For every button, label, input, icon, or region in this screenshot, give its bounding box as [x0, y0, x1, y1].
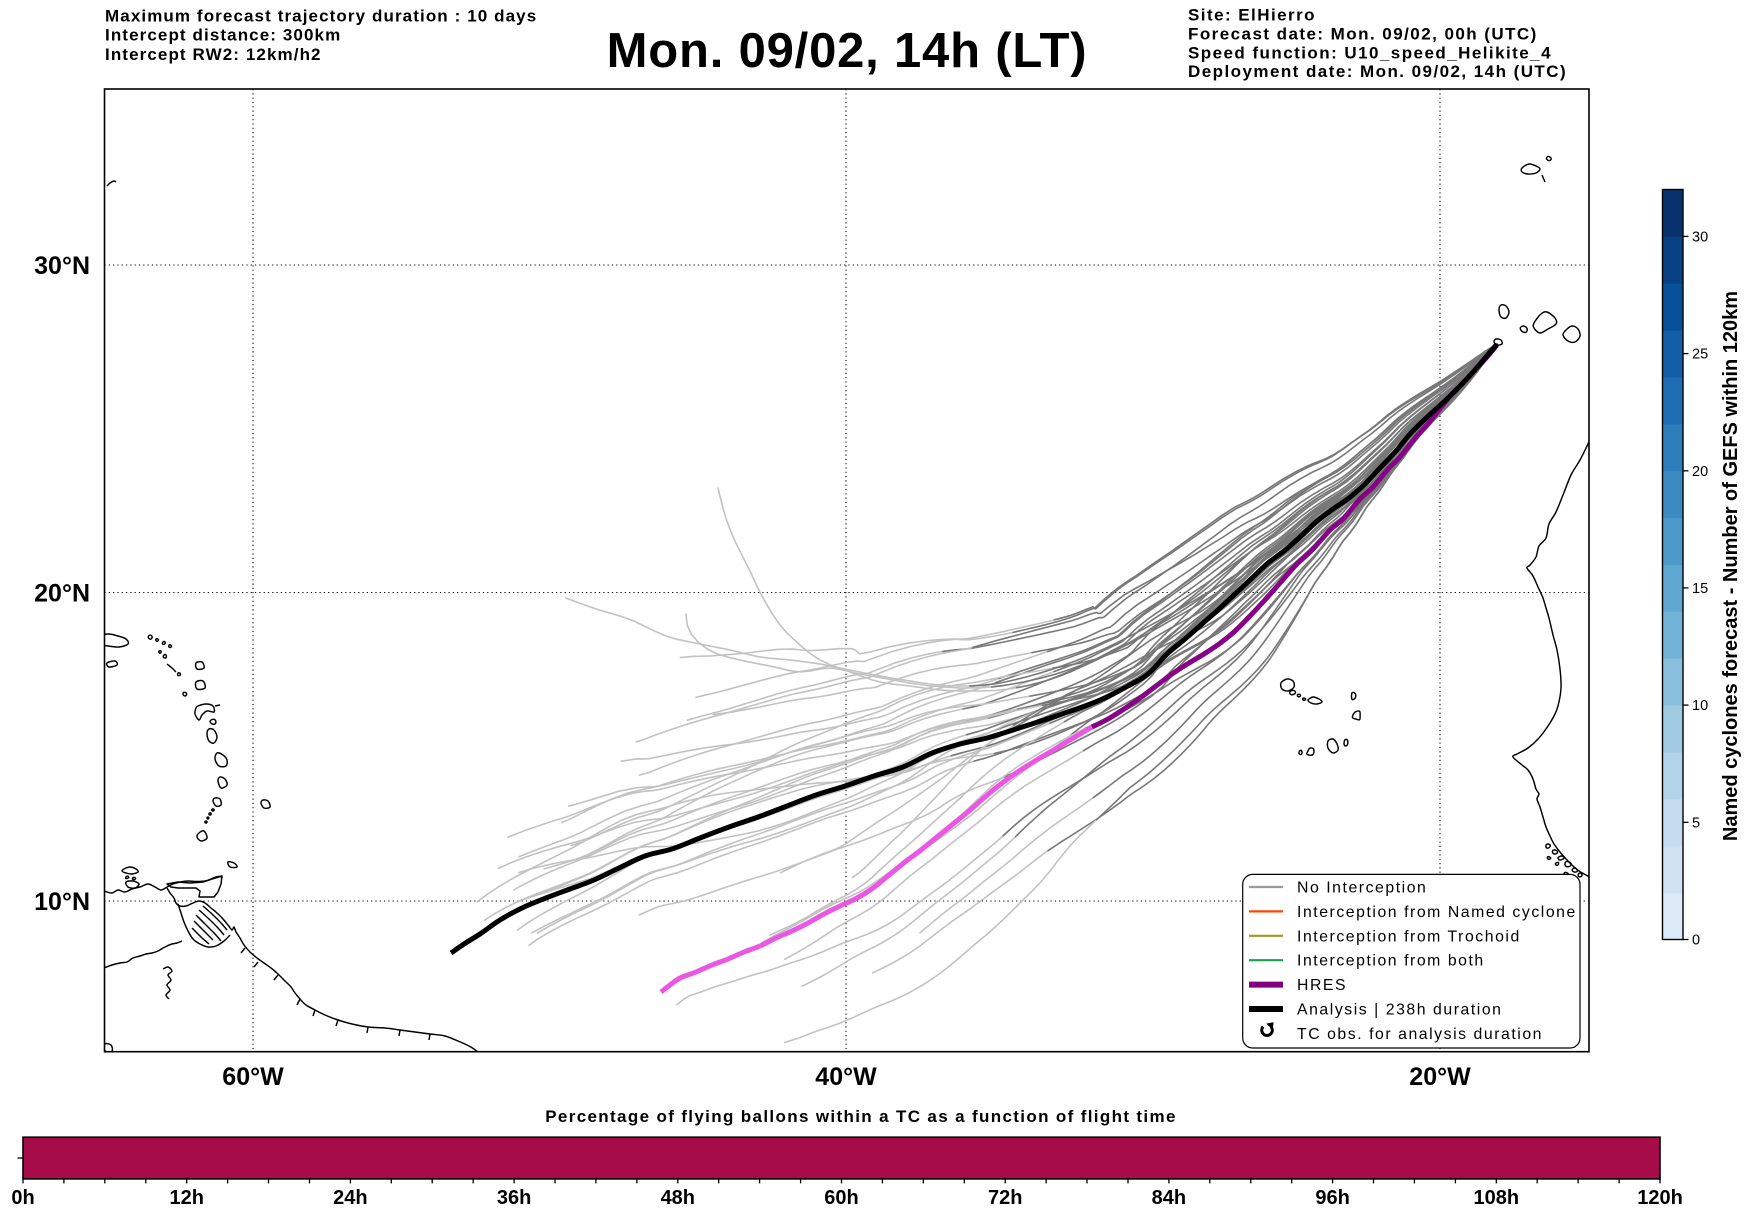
- svg-text:25: 25: [1692, 347, 1708, 363]
- svg-text:No Interception: No Interception: [1297, 880, 1427, 897]
- svg-text:24h: 24h: [333, 1187, 367, 1209]
- svg-text:120h: 120h: [1637, 1187, 1683, 1209]
- svg-text:0h: 0h: [11, 1187, 34, 1209]
- svg-text:Named cyclones forecast - Numb: Named cyclones forecast - Number of GEFS…: [1720, 291, 1742, 841]
- svg-text:84h: 84h: [1152, 1187, 1186, 1209]
- svg-text:20°N: 20°N: [34, 580, 90, 608]
- svg-text:Mon. 09/02, 14h (LT): Mon. 09/02, 14h (LT): [607, 24, 1088, 78]
- svg-text:30: 30: [1692, 229, 1708, 245]
- svg-text:Interception from Named cyclon: Interception from Named cyclone: [1297, 904, 1577, 921]
- svg-text:40°W: 40°W: [815, 1063, 877, 1091]
- svg-text:108h: 108h: [1474, 1187, 1520, 1209]
- svg-text:60h: 60h: [824, 1187, 858, 1209]
- svg-text:10: 10: [1692, 698, 1708, 714]
- svg-text:72h: 72h: [988, 1187, 1022, 1209]
- svg-text:15: 15: [1692, 581, 1708, 597]
- svg-text:Interception from both: Interception from both: [1297, 953, 1485, 970]
- svg-text:96h: 96h: [1315, 1187, 1349, 1209]
- svg-text:0: 0: [1692, 933, 1700, 949]
- svg-text:Interception from Trochoid: Interception from Trochoid: [1297, 928, 1521, 945]
- svg-text:Maximum forecast trajectory du: Maximum forecast trajectory duration : 1…: [105, 6, 537, 64]
- svg-text:48h: 48h: [661, 1187, 695, 1209]
- svg-text:Analysis | 238h duration: Analysis | 238h duration: [1297, 1002, 1503, 1019]
- svg-text:HRES: HRES: [1297, 977, 1347, 994]
- svg-text:TC obs. for analysis duration: TC obs. for analysis duration: [1297, 1026, 1543, 1043]
- svg-text:5: 5: [1692, 815, 1700, 831]
- svg-text:10°N: 10°N: [34, 888, 90, 916]
- svg-text:60°W: 60°W: [222, 1063, 284, 1091]
- svg-text:12h: 12h: [169, 1187, 203, 1209]
- svg-text:20°W: 20°W: [1409, 1063, 1471, 1091]
- svg-text:Percentage of flying ballons w: Percentage of flying ballons within a TC…: [545, 1107, 1177, 1126]
- svg-text:30°N: 30°N: [34, 252, 90, 280]
- svg-text:36h: 36h: [497, 1187, 531, 1209]
- svg-text:20: 20: [1692, 464, 1708, 480]
